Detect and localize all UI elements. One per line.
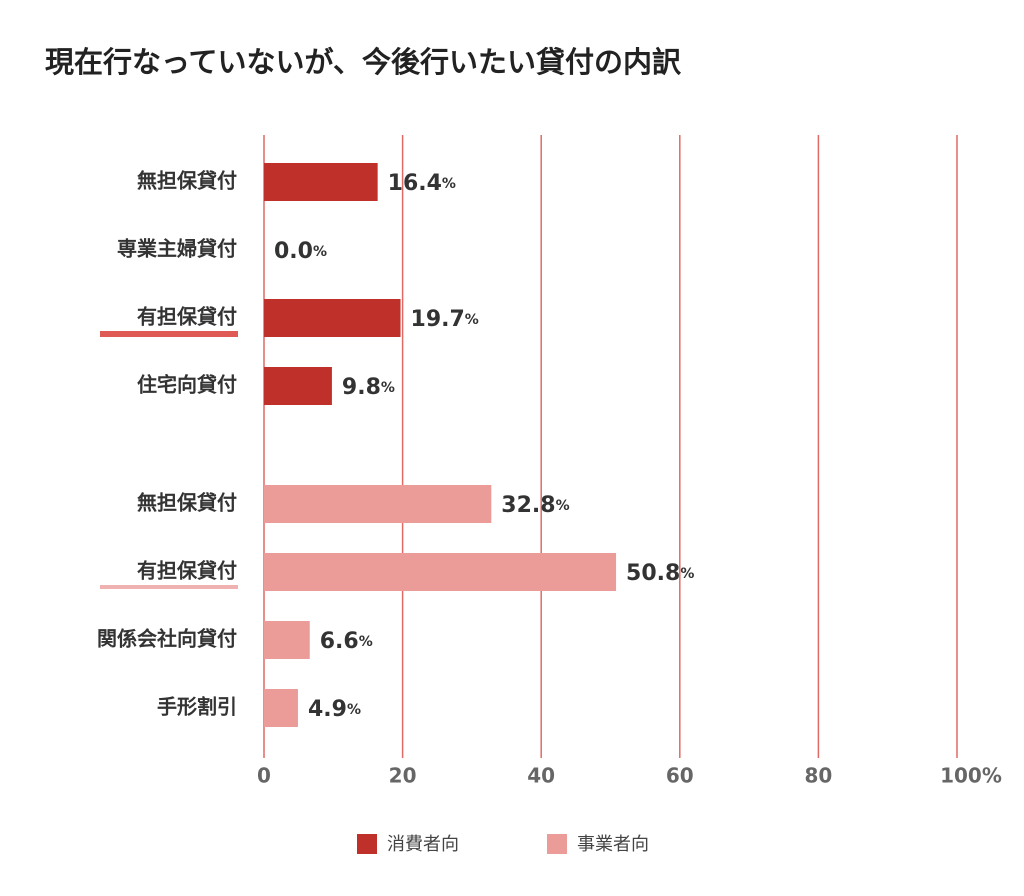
x-tick-label: 100% <box>940 764 1002 788</box>
label-underline <box>100 331 238 337</box>
y-tick-label: 関係会社向貸付 <box>97 627 237 651</box>
value-label: 32.8% <box>501 493 569 518</box>
legend-label: 事業者向 <box>577 834 649 855</box>
legend-swatch <box>547 834 567 854</box>
y-tick-label: 手形割引 <box>157 695 237 719</box>
y-tick-label: 有担保貸付 <box>137 559 237 583</box>
bar <box>264 367 332 405</box>
bar <box>264 299 401 337</box>
x-tick-label: 40 <box>527 764 555 788</box>
y-tick-label: 無担保貸付 <box>137 169 237 193</box>
value-label: 6.6% <box>320 629 373 654</box>
value-label: 19.7% <box>411 307 479 332</box>
label-underline <box>100 585 238 589</box>
legend-label: 消費者向 <box>387 834 459 855</box>
chart-title: 現在行なっていないが、今後行いたい貸付の内訳 <box>45 45 682 79</box>
bar <box>264 553 617 591</box>
legend-swatch <box>357 834 377 854</box>
x-tick-label: 0 <box>257 764 271 788</box>
bar <box>264 163 378 201</box>
y-tick-label: 有担保貸付 <box>137 305 237 329</box>
bar <box>264 485 492 523</box>
bar <box>264 689 298 727</box>
y-tick-label: 住宅向貸付 <box>137 373 237 397</box>
value-label: 4.9% <box>308 697 361 722</box>
y-tick-label: 専業主婦貸付 <box>117 237 237 261</box>
x-tick-label: 20 <box>389 764 417 788</box>
value-label: 50.8% <box>626 561 694 586</box>
x-tick-label: 80 <box>804 764 832 788</box>
value-label: 9.8% <box>342 375 395 400</box>
x-tick-label: 60 <box>666 764 694 788</box>
bar <box>264 621 310 659</box>
y-tick-label: 無担保貸付 <box>137 491 237 515</box>
value-label: 0.0% <box>274 239 327 264</box>
value-label: 16.4% <box>388 171 456 196</box>
